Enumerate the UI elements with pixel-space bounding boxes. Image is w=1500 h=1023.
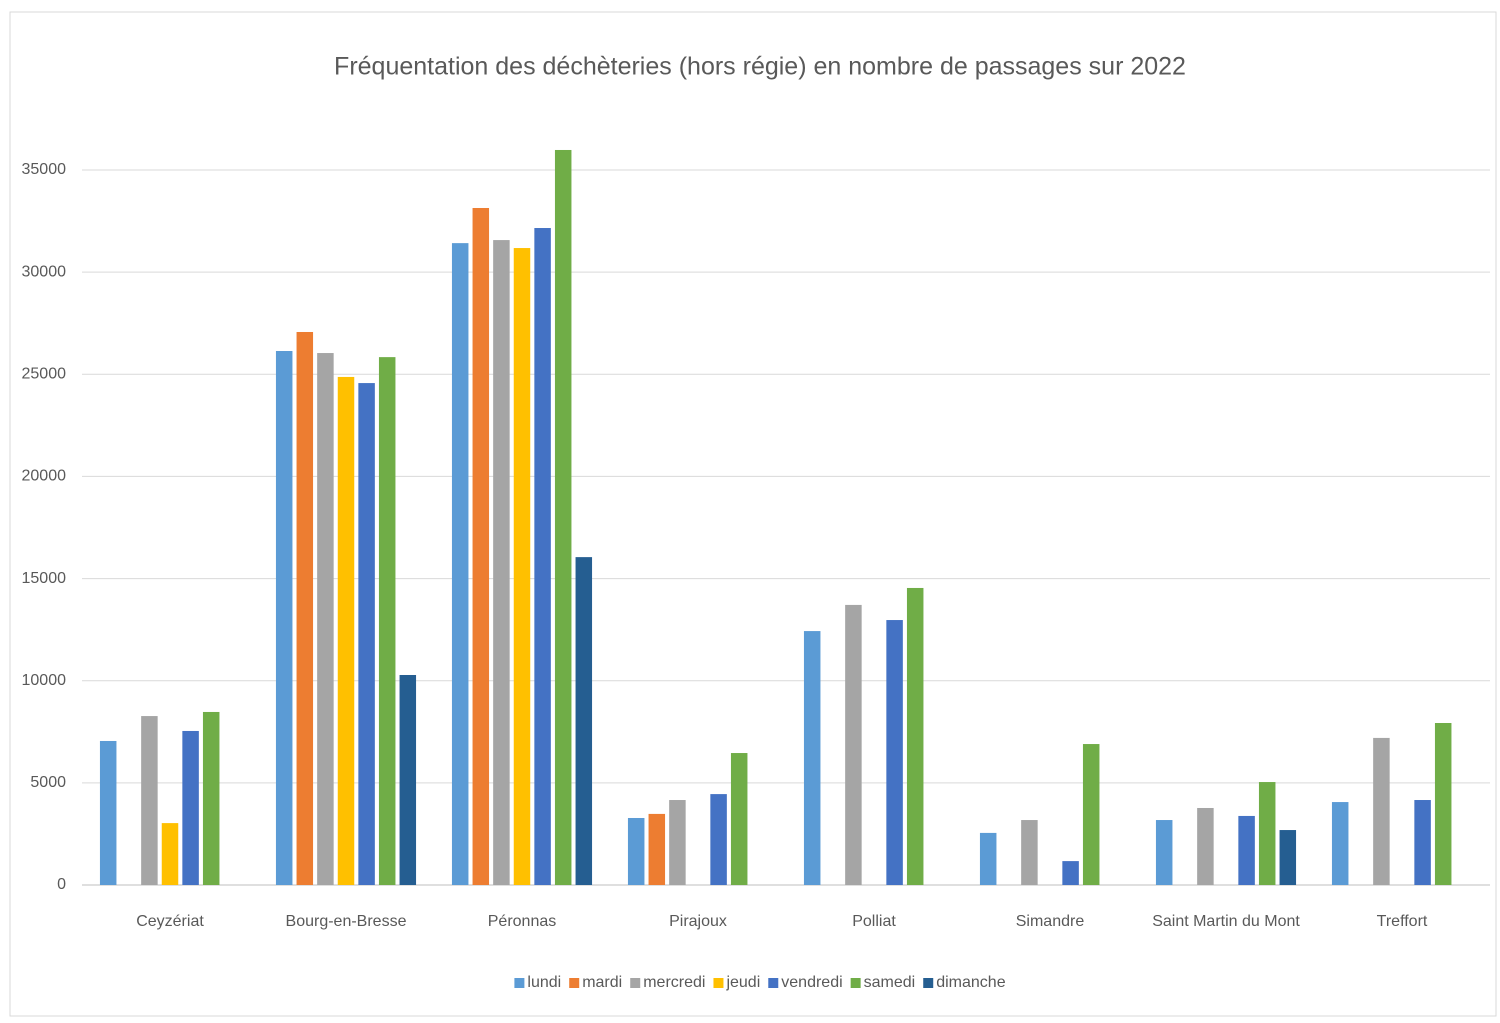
bar — [275, 350, 293, 885]
bar — [1331, 802, 1349, 885]
bar — [472, 207, 490, 886]
legend-swatch — [630, 978, 641, 988]
legend-swatch — [850, 978, 861, 988]
bar — [803, 631, 821, 885]
y-tick-label: 15000 — [22, 570, 67, 587]
bar — [906, 587, 924, 885]
legend-label: lundi — [527, 974, 561, 991]
legend-swatch — [514, 978, 525, 988]
bar — [554, 149, 572, 886]
x-tick-label: Polliat — [852, 913, 896, 930]
bar — [1155, 820, 1173, 885]
bar — [1021, 820, 1038, 885]
x-tick-label: Ceyzériat — [136, 913, 204, 930]
bar — [399, 674, 417, 885]
bar — [378, 357, 396, 885]
y-tick-label: 35000 — [22, 161, 67, 178]
x-tick-label: Treffort — [1377, 913, 1428, 930]
bar — [317, 353, 334, 885]
bar — [1434, 723, 1452, 885]
bar — [141, 716, 158, 885]
bar — [730, 753, 748, 885]
y-tick-label: 20000 — [22, 468, 67, 485]
chart-title: Fréquentation des déchèteries (hors régi… — [334, 53, 1186, 81]
bar — [99, 740, 117, 885]
bar — [669, 800, 686, 885]
bar — [1258, 782, 1276, 885]
bar — [182, 730, 199, 885]
x-tick-label: Saint Martin du Mont — [1152, 913, 1300, 930]
bar — [296, 331, 314, 886]
legend-label: dimanche — [936, 974, 1005, 991]
legend-label: samedi — [864, 974, 916, 991]
bar — [1197, 807, 1214, 885]
bar — [627, 817, 645, 885]
bar — [1238, 815, 1255, 885]
legend-label: mardi — [582, 974, 622, 991]
y-tick-label: 30000 — [22, 263, 67, 280]
bar — [648, 813, 666, 885]
legend-label: vendredi — [781, 974, 842, 991]
bar — [161, 823, 179, 885]
bar — [202, 711, 220, 885]
y-tick-label: 5000 — [30, 774, 66, 791]
legend-swatch — [768, 978, 779, 988]
x-tick-label: Simandre — [1016, 913, 1085, 930]
bar — [534, 228, 551, 885]
bar — [358, 383, 375, 885]
bar — [845, 604, 862, 885]
y-tick-label: 0 — [57, 876, 66, 893]
legend-swatch — [923, 978, 934, 988]
bar — [575, 557, 593, 885]
bar — [493, 240, 510, 885]
y-tick-label: 10000 — [22, 672, 67, 689]
bar — [710, 794, 727, 885]
bar — [886, 620, 903, 885]
legend-swatch — [713, 978, 724, 988]
bar — [1414, 800, 1431, 885]
bar — [1062, 861, 1079, 885]
x-tick-label: Péronnas — [488, 913, 557, 930]
bar — [979, 832, 997, 885]
x-tick-label: Bourg-en-Bresse — [286, 913, 407, 930]
bar — [1279, 830, 1297, 885]
y-tick-label: 25000 — [22, 366, 67, 383]
bar — [451, 243, 469, 886]
legend-label: mercredi — [643, 974, 705, 991]
legend-swatch — [569, 978, 580, 988]
bar — [513, 248, 531, 886]
x-tick-label: Pirajoux — [669, 913, 727, 930]
bar — [337, 376, 355, 885]
bar — [1082, 744, 1100, 885]
legend-label: jeudi — [725, 974, 760, 991]
bar — [1373, 737, 1390, 885]
